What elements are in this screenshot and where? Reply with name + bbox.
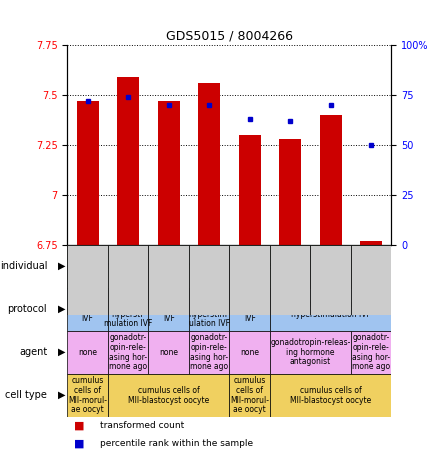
Bar [229,245,310,288]
Text: individual: individual [0,261,47,271]
Text: patient D: patient D [243,261,295,271]
Text: agent: agent [19,347,47,357]
Text: ▶: ▶ [58,347,65,357]
Bar [350,245,391,315]
Text: none: none [159,348,178,357]
Bar [270,288,391,331]
Bar [148,245,229,288]
Text: cumulus cells of
MII-blastocyst oocyte: cumulus cells of MII-blastocyst oocyte [289,386,371,405]
Bar [67,245,108,315]
Bar [67,245,148,288]
Text: transformed count: transformed count [100,421,184,430]
Text: cumulus
cells of
MII-morul-
ae oocyt: cumulus cells of MII-morul- ae oocyt [230,376,269,414]
Text: percentile rank within the sample: percentile rank within the sample [100,439,253,448]
Text: patient
L: patient L [354,257,387,275]
Text: none: none [240,348,259,357]
Text: gonadotr-
opin-rele-
asing hor-
mone ago: gonadotr- opin-rele- asing hor- mone ago [352,333,389,371]
Bar [108,331,148,374]
Bar [359,241,381,245]
Text: none: none [78,348,97,357]
Text: controlled
ovarian
hypersti-
mulation IVF: controlled ovarian hypersti- mulation IV… [104,290,152,328]
Text: patient AH: patient AH [78,261,137,271]
Text: controlled
ovarian
hyperstim-
ulation IVF: controlled ovarian hyperstim- ulation IV… [188,290,230,328]
Bar [229,374,270,417]
Bar [148,331,188,374]
Text: protocol: protocol [7,304,47,314]
Bar [319,115,341,245]
Text: controlled ovarian
hyperstimulation IVF: controlled ovarian hyperstimulation IVF [290,300,370,318]
Text: ▶: ▶ [58,304,65,314]
Bar [229,245,270,315]
Bar [148,245,188,315]
Bar [229,331,270,374]
Bar [197,83,220,245]
Text: cell type: cell type [5,390,47,400]
Bar [67,288,108,331]
Bar [117,77,139,245]
Bar [188,288,229,331]
Text: modified
natural
IVF: modified natural IVF [232,295,266,323]
Bar [188,331,229,374]
Bar [310,245,350,315]
Text: gonadotr-
opin-rele-
asing hor-
mone ago: gonadotr- opin-rele- asing hor- mone ago [190,333,228,371]
Bar [270,331,350,374]
Bar [76,101,99,245]
Bar [148,288,188,331]
Text: ▶: ▶ [58,261,65,271]
Text: ■: ■ [74,421,84,431]
Text: ■: ■ [74,439,84,449]
Text: patient AU: patient AU [159,261,218,271]
Bar [229,288,270,331]
Bar [157,101,179,245]
Bar [238,135,260,245]
Bar [270,374,391,417]
Bar [270,245,310,315]
Text: gonadotropin-releas-
ing hormone
antagonist: gonadotropin-releas- ing hormone antagon… [270,338,350,366]
Bar [310,245,350,288]
Text: patient J: patient J [311,262,349,270]
Text: cumulus cells of
MII-blastocyst oocyte: cumulus cells of MII-blastocyst oocyte [128,386,209,405]
Bar [67,331,108,374]
Text: ▶: ▶ [58,390,65,400]
Bar [350,331,391,374]
Bar [108,288,148,331]
Bar [67,374,108,417]
Bar [188,245,229,315]
Bar [108,374,229,417]
Text: cumulus
cells of
MII-morul-
ae oocyt: cumulus cells of MII-morul- ae oocyt [68,376,107,414]
Text: modified
natural
IVF: modified natural IVF [71,295,104,323]
Bar [279,139,301,245]
Text: modified
natural
IVF: modified natural IVF [151,295,185,323]
Text: gonadotr-
opin-rele-
asing hor-
mone ago: gonadotr- opin-rele- asing hor- mone ago [109,333,147,371]
Bar [350,245,391,288]
Title: GDS5015 / 8004266: GDS5015 / 8004266 [166,30,292,43]
Bar [108,245,148,315]
